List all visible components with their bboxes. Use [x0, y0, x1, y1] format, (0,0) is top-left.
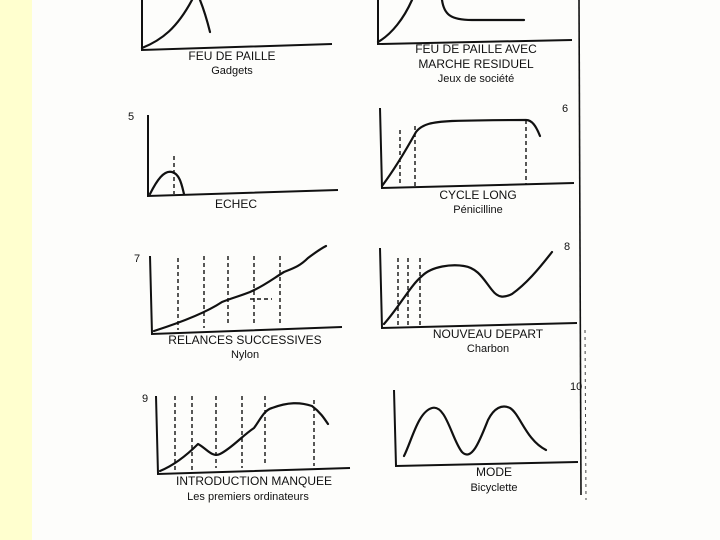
panel-feu-de-paille: FEU DE PAILLE Gadgets — [140, 0, 333, 77]
panel-7-title: RELANCES SUCCESSIVES — [168, 333, 321, 347]
panel-5-title: ECHEC — [215, 197, 257, 211]
panel-6-title: CYCLE LONG — [439, 188, 516, 202]
panel-10-number: 10 — [570, 381, 582, 393]
panel-8-number: 8 — [564, 241, 570, 253]
panel-9-subtitle: Les premiers ordinateurs — [187, 491, 309, 503]
panel-5-axes — [147, 115, 339, 198]
page-border-shadow — [584, 329, 587, 501]
panel-8-subtitle: Charbon — [467, 343, 509, 355]
panel-5-curve — [148, 170, 186, 196]
panel-1-title: FEU DE PAILLE — [188, 49, 275, 63]
panel-9-curve — [158, 402, 330, 473]
panel-echec: 5 ECHEC — [128, 111, 339, 211]
panel-9-axes — [155, 395, 351, 476]
panel-1-fall-curve — [198, 0, 212, 34]
panel-2-residual-curve — [440, 0, 526, 22]
panel-7-subtitle: Nylon — [231, 349, 259, 361]
panel-2-rise-curve — [376, 0, 414, 44]
panel-7-axes — [149, 255, 343, 336]
panel-8-title: NOUVEAU DEPART — [433, 327, 544, 341]
panel-6-curve — [380, 118, 542, 188]
panel-1-axes — [141, 0, 333, 52]
panel-5-number: 5 — [128, 111, 134, 123]
panel-introduction-manquee: 9 INTRODUCTION MANQUEE Les premiers ordi… — [142, 393, 351, 503]
panel-cycle-long: 6 CYCLE LONG Pénicilline — [379, 103, 575, 216]
panel-10-curve — [402, 405, 548, 458]
panel-7-number: 7 — [134, 253, 140, 265]
panel-10-axes — [393, 389, 579, 468]
left-margin-strip — [0, 0, 32, 540]
panel-10-title: MODE — [476, 465, 512, 479]
panel-8-curve — [382, 250, 554, 326]
panel-10-subtitle: Bicyclette — [470, 482, 517, 494]
panel-relances-successives: 7 RELANCES SUCCESSIVES Nylon — [134, 244, 343, 361]
page-border-line — [578, 0, 582, 496]
panel-6-axes — [379, 107, 575, 190]
panel-6-subtitle: Pénicilline — [453, 204, 503, 216]
panel-nouveau-depart: 8 NOUVEAU DEPART Charbon — [379, 241, 578, 355]
panel-feu-de-paille-residuel: FEU DE PAILLE AVEC MARCHE RESIDUEL Jeux … — [376, 0, 573, 85]
scanned-page: FEU DE PAILLE Gadgets FEU DE PAILLE AVEC… — [32, 0, 720, 540]
panel-1-subtitle: Gadgets — [211, 65, 253, 77]
panel-9-title: INTRODUCTION MANQUEE — [176, 474, 332, 488]
panel-8-axes — [379, 247, 578, 330]
panel-mode: 10 MODE Bicyclette — [393, 381, 582, 494]
panel-9-number: 9 — [142, 393, 148, 405]
panel-2-axes — [377, 0, 573, 46]
panel-2-subtitle: Jeux de société — [438, 73, 514, 85]
lifecycle-diagram-sheet: FEU DE PAILLE Gadgets FEU DE PAILLE AVEC… — [128, 0, 587, 503]
panel-1-rise-curve — [140, 0, 194, 50]
panel-6-number: 6 — [562, 103, 568, 115]
panel-2-title: FEU DE PAILLE AVEC — [415, 42, 537, 56]
panel-2-title-line2: MARCHE RESIDUEL — [418, 57, 534, 71]
panel-7-curve — [152, 244, 328, 333]
